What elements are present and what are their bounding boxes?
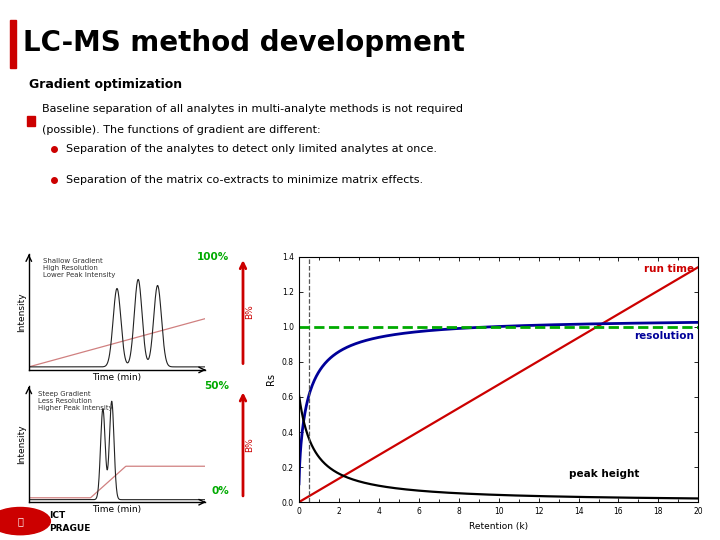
Text: 50%: 50%	[204, 381, 229, 391]
Text: 🔥: 🔥	[17, 516, 23, 526]
Bar	[10, 21, 16, 68]
Y-axis label: Intensity: Intensity	[17, 424, 26, 464]
Bar	[27, 116, 35, 126]
Text: LC-MS method development: LC-MS method development	[23, 29, 465, 57]
Text: Separation of the analytes to detect only limited analytes at once.: Separation of the analytes to detect onl…	[66, 144, 437, 154]
Text: peak height: peak height	[569, 469, 639, 479]
Text: Shallow Gradient
High Resolution
Lower Peak Intensity: Shallow Gradient High Resolution Lower P…	[43, 259, 115, 279]
Text: B%: B%	[245, 305, 254, 319]
Text: ICT: ICT	[49, 511, 66, 520]
Text: (possible). The functions of gradient are different:: (possible). The functions of gradient ar…	[42, 125, 320, 135]
Text: run time: run time	[644, 264, 694, 274]
Text: 100%: 100%	[197, 252, 229, 261]
Y-axis label: Rs: Rs	[266, 373, 276, 386]
X-axis label: Time (min): Time (min)	[92, 505, 142, 514]
Text: Steep Gradient
Less Resolution
Higher Peak Intensity: Steep Gradient Less Resolution Higher Pe…	[37, 391, 112, 411]
Text: Gradient optimization: Gradient optimization	[29, 78, 182, 91]
X-axis label: Retention (k): Retention (k)	[469, 522, 528, 531]
Circle shape	[0, 508, 50, 535]
Y-axis label: Intensity: Intensity	[17, 292, 26, 332]
Text: PRAGUE: PRAGUE	[49, 524, 90, 533]
Text: B%: B%	[245, 437, 254, 451]
Text: Baseline separation of all analytes in multi-analyte methods is not required: Baseline separation of all analytes in m…	[42, 104, 463, 114]
X-axis label: Time (min): Time (min)	[92, 373, 142, 382]
Text: resolution: resolution	[634, 331, 694, 341]
Text: 0%: 0%	[211, 487, 229, 496]
Text: Separation of the matrix co-extracts to minimize matrix effects.: Separation of the matrix co-extracts to …	[66, 175, 423, 185]
